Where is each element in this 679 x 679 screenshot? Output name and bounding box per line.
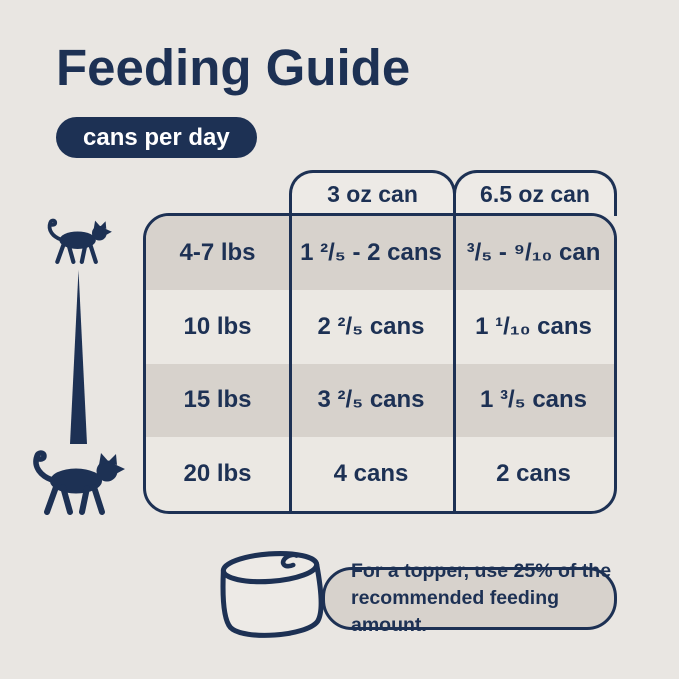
small-can-cell: 1 ²/₅ - 2 cans	[300, 238, 442, 266]
topper-note-line1: For a topper, use 25% of the	[351, 559, 612, 582]
weight-cell: 20 lbs	[183, 460, 252, 488]
small-can-cell: 2 ²/₅ cans	[317, 312, 425, 340]
size-triangle-icon	[70, 270, 87, 444]
food-can-icon	[220, 551, 324, 638]
feeding-table: 4-7 lbs 1 ²/₅ - 2 cans ³/₅ - ⁹/₁₀ can 10…	[143, 213, 617, 514]
weight-cell: 15 lbs	[183, 386, 252, 414]
small-cat-icon	[47, 218, 112, 264]
table-row: 4-7 lbs 1 ²/₅ - 2 cans ³/₅ - ⁹/₁₀ can	[146, 216, 614, 290]
large-cat-icon	[33, 450, 125, 515]
column-divider	[453, 216, 456, 511]
cans-per-day-badge: cans per day	[56, 117, 257, 158]
large-can-cell: ³/₅ - ⁹/₁₀ can	[466, 238, 601, 266]
large-can-cell: 2 cans	[496, 460, 571, 488]
column-header-6-5oz: 6.5 oz can	[453, 170, 617, 216]
small-can-cell: 3 ²/₅ cans	[317, 386, 425, 414]
large-can-cell: 1 ¹/₁₀ cans	[475, 312, 592, 340]
topper-note: For a topper, use 25% of the recommended…	[322, 560, 617, 636]
weight-cell: 4-7 lbs	[179, 238, 256, 266]
table-row: 15 lbs 3 ²/₅ cans 1 ³/₅ cans	[146, 363, 614, 438]
table-row: 10 lbs 2 ²/₅ cans 1 ¹/₁₀ cans	[146, 290, 614, 364]
badge-label: cans per day	[83, 123, 230, 151]
column-header-3oz-label: 3 oz can	[327, 181, 418, 207]
table-row: 20 lbs 4 cans 2 cans	[146, 437, 614, 511]
small-can-cell: 4 cans	[333, 460, 409, 488]
column-divider	[289, 216, 292, 511]
topper-note-line2: recommended feeding amount.	[351, 586, 560, 637]
page-title: Feeding Guide	[56, 39, 411, 96]
column-header-3oz: 3 oz can	[289, 170, 456, 216]
column-header-6-5oz-label: 6.5 oz can	[480, 181, 590, 207]
large-can-cell: 1 ³/₅ cans	[479, 386, 588, 414]
weight-cell: 10 lbs	[183, 312, 252, 340]
